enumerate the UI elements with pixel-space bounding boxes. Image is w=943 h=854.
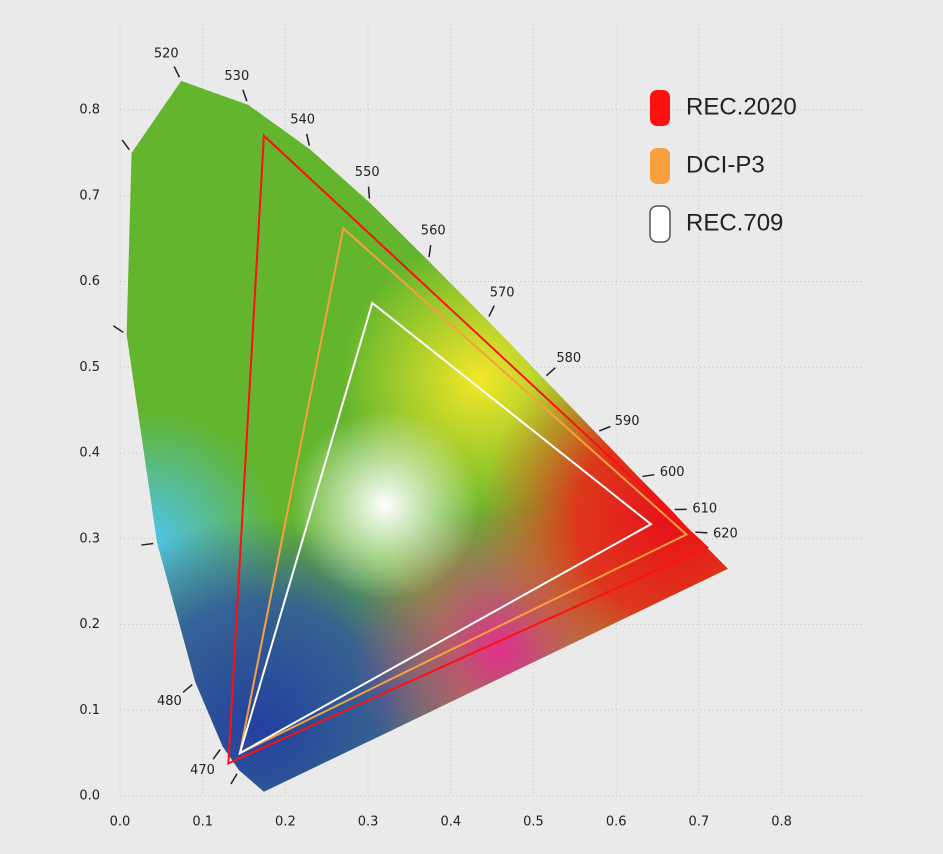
legend-swatch: [650, 90, 670, 126]
wavelength-tick: [141, 542, 154, 546]
gamut-triangle: [238, 301, 653, 756]
y-tick-label: 0.2: [79, 617, 100, 632]
gamut-triangle: [238, 226, 689, 755]
wavelength-label: 520: [154, 46, 179, 61]
wavelength-tick: [305, 133, 311, 146]
legend-label: REC.709: [686, 209, 783, 236]
y-tick-label: 0.1: [79, 703, 100, 718]
wavelength-tick: [112, 325, 124, 334]
wavelength-tick: [230, 773, 238, 785]
wavelength-label: 530: [224, 69, 249, 84]
x-tick-label: 0.2: [275, 815, 296, 830]
marks: 470 480 520 530 540 550 560 570 580 590 600 610 620 R…: [112, 46, 797, 785]
legend-label: REC.2020: [686, 93, 797, 120]
wavelength-label: 600: [660, 465, 685, 480]
x-tick-label: 0.3: [358, 815, 379, 830]
x-tick-label: 0.1: [192, 815, 213, 830]
wavelength-tick: [242, 89, 248, 102]
wavelength-tick: [367, 186, 371, 199]
wavelength-tick: [545, 367, 556, 377]
legend-swatch: [650, 148, 670, 184]
y-tick-label: 0.8: [79, 103, 100, 118]
wavelength-tick: [695, 531, 708, 534]
x-tick-label: 0.8: [771, 815, 792, 830]
wavelength-tick: [182, 683, 193, 693]
wavelength-label: 610: [692, 502, 717, 517]
wavelength-tick: [598, 425, 611, 432]
wavelength-tick: [488, 305, 495, 317]
wavelength-label: 470: [190, 763, 215, 778]
y-tick-label: 0.5: [79, 360, 100, 375]
x-tick-label: 0.6: [606, 815, 627, 830]
wavelength-label: 560: [421, 224, 446, 239]
y-tick-label: 0.6: [79, 274, 100, 289]
legend-label: DCI-P3: [686, 151, 765, 178]
wavelength-tick: [173, 66, 181, 78]
wavelength-label: 620: [713, 526, 738, 541]
y-tick-label: 0.0: [79, 789, 100, 804]
wavelength-label: 550: [355, 165, 380, 180]
wavelength-tick: [121, 139, 130, 151]
x-tick-label: 0.5: [523, 815, 544, 830]
wavelength-label: 590: [615, 414, 640, 429]
wavelength-label: 580: [556, 351, 581, 366]
y-tick-label: 0.4: [79, 446, 100, 461]
gamut-triangle: [227, 133, 709, 766]
x-tick-label: 0.4: [440, 815, 461, 830]
wavelength-tick: [212, 749, 221, 760]
wavelength-label: 540: [290, 113, 315, 128]
x-tick-label: 0.7: [689, 815, 710, 830]
x-tick-label: 0.0: [110, 815, 131, 830]
wavelength-tick: [428, 244, 432, 258]
wavelength-tick: [642, 473, 655, 478]
legend-swatch: [649, 205, 671, 243]
y-tick-label: 0.3: [79, 531, 100, 546]
wavelength-label: 570: [490, 286, 515, 301]
wavelength-label: 480: [157, 694, 182, 709]
y-tick-label: 0.7: [79, 188, 100, 203]
